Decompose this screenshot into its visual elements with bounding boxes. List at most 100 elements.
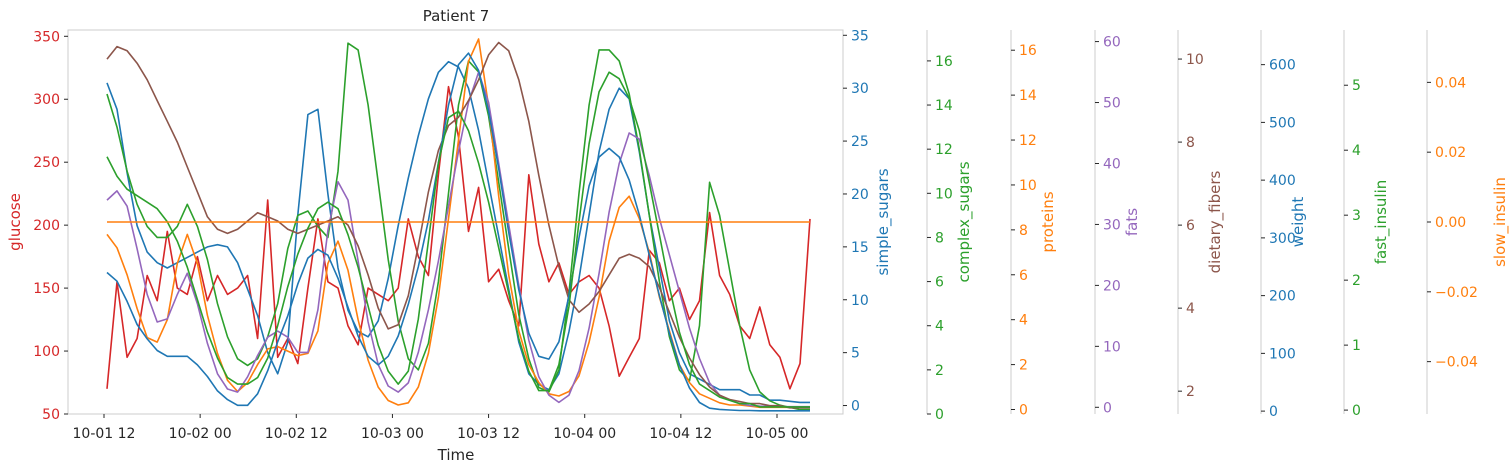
y-tick-label: 12 (935, 142, 953, 158)
y-tick-label: 14 (1019, 88, 1037, 104)
y-tick-label: 5 (1352, 78, 1361, 94)
y-tick-label: 6 (1019, 268, 1028, 284)
y-tick-label: 300 (1269, 231, 1296, 247)
plot-border (67, 29, 844, 415)
y-tick-label: 4 (1186, 301, 1195, 317)
y-tick-label: 30 (851, 81, 869, 97)
y-tick-label: 1 (1352, 338, 1361, 354)
y-tick-label: 250 (33, 155, 60, 171)
y-axis-title: weight (1289, 197, 1307, 248)
series-layer (106, 38, 811, 412)
y-axis-title: fats (1123, 208, 1141, 236)
y-tick-label: 350 (33, 29, 60, 45)
axis-fats: 0 10 20 30 40 50 60 fats (1094, 30, 1141, 416)
y-tick-label: 60 (1103, 35, 1121, 51)
y-tick-label: 0 (851, 399, 860, 415)
y-tick-label: 3 (1352, 208, 1361, 224)
y-tick-label: 0 (1352, 403, 1361, 419)
x-tick-label: 10-03 00 (361, 426, 424, 442)
series-line-fats (106, 71, 810, 408)
y-tick-label: −0.02 (1435, 285, 1478, 301)
y-axis-title: simple_sugars (874, 168, 893, 275)
y-tick-label: 5 (851, 346, 860, 362)
y-tick-label: 0.02 (1435, 145, 1466, 161)
x-axis-title: Time (437, 446, 475, 464)
y-tick-label: 0 (935, 407, 944, 423)
series-line-complex-sugars (106, 42, 810, 411)
axis-complex-sugars: 0 2 4 6 8 10 12 14 16 complex_sugars (926, 30, 974, 423)
y-tick-label: 50 (42, 407, 60, 423)
axis-slow-insulin: −0.04 −0.02 0.00 0.02 0.04 slow_insulin (1426, 30, 1510, 414)
axis-weight: 0 100 200 300 400 500 600 weight (1260, 30, 1307, 420)
y-tick-label: 400 (1269, 173, 1296, 189)
axis-glucose: 50 100 150 200 250 300 350 glucose (6, 29, 68, 423)
y-tick-label: 6 (1186, 218, 1195, 234)
y-tick-label: 600 (1269, 58, 1296, 74)
y-axis-title: dietary_fibers (1206, 170, 1225, 273)
y-tick-label: 2 (1019, 358, 1028, 374)
y-tick-label: 8 (1186, 135, 1195, 151)
y-tick-label: 10 (1103, 339, 1121, 355)
y-tick-label: 50 (1103, 96, 1121, 112)
axis-fast-insulin: 0 1 2 3 4 5 fast_insulin (1343, 30, 1391, 419)
y-tick-label: 0 (1019, 403, 1028, 419)
series-line-dietary-fibers (106, 41, 810, 409)
y-tick-label: 2 (1186, 384, 1195, 400)
x-tick-label: 10-04 12 (649, 426, 712, 442)
y-tick-label: 0.00 (1435, 215, 1466, 231)
y-tick-label: 4 (1352, 143, 1361, 159)
y-tick-label: 100 (1269, 346, 1296, 362)
series-line-fast-insulin (106, 71, 810, 408)
x-tick-label: 10-02 00 (169, 426, 232, 442)
y-tick-label: 10 (1019, 178, 1037, 194)
y-axis-title: fast_insulin (1372, 180, 1391, 265)
y-tick-label: 25 (851, 134, 869, 150)
y-axis-title: glucose (6, 193, 24, 251)
y-tick-label: −0.04 (1435, 355, 1478, 371)
y-tick-label: 0.04 (1435, 75, 1466, 91)
axes-layer: 10-01 12 10-02 00 10-02 12 10-03 00 10-03 12… (6, 28, 1510, 442)
y-tick-label: 4 (1019, 313, 1028, 329)
y-tick-label: 16 (1019, 43, 1037, 59)
y-tick-label: 300 (33, 92, 60, 108)
x-tick-label: 10-01 12 (73, 426, 136, 442)
y-tick-label: 16 (935, 54, 953, 70)
y-tick-label: 2 (935, 363, 944, 379)
y-axis-title: slow_insulin (1491, 177, 1510, 267)
axis-dietary-fibers: 2 4 6 8 10 dietary_fibers (1177, 30, 1225, 414)
series-line-weight (106, 52, 810, 412)
x-tick-label: 10-02 12 (265, 426, 328, 442)
y-tick-label: 10 (851, 293, 869, 309)
y-tick-label: 8 (1019, 223, 1028, 239)
chart-title: Patient 7 (423, 7, 490, 25)
y-tick-label: 12 (1019, 133, 1037, 149)
axis-proteins: 0 2 4 6 8 10 12 14 16 proteins (1010, 30, 1057, 419)
y-tick-label: 500 (1269, 115, 1296, 131)
y-tick-label: 6 (935, 275, 944, 291)
y-axis-title: complex_sugars (955, 161, 974, 282)
y-tick-label: 20 (851, 187, 869, 203)
x-tick-label: 10-03 12 (457, 426, 520, 442)
y-tick-label: 30 (1103, 217, 1121, 233)
x-tick-label: 10-04 00 (553, 426, 616, 442)
y-tick-label: 200 (33, 218, 60, 234)
y-tick-label: 0 (1269, 404, 1278, 420)
y-tick-label: 0 (1103, 400, 1112, 416)
y-tick-label: 4 (935, 319, 944, 335)
y-tick-label: 150 (33, 281, 60, 297)
x-tick-label: 10-05 00 (746, 426, 809, 442)
y-tick-label: 8 (935, 230, 944, 246)
y-tick-label: 200 (1269, 289, 1296, 305)
y-tick-label: 10 (1186, 52, 1204, 68)
y-tick-label: 14 (935, 98, 953, 114)
y-tick-label: 20 (1103, 278, 1121, 294)
y-tick-label: 35 (851, 28, 869, 44)
y-tick-label: 40 (1103, 156, 1121, 172)
axis-simple-sugars: 0 5 10 15 20 25 30 35 simple_sugars (843, 28, 893, 415)
y-tick-label: 100 (33, 344, 60, 360)
y-axis-title: proteins (1039, 191, 1057, 252)
y-tick-label: 15 (851, 240, 869, 256)
plot-frame (67, 29, 844, 415)
y-tick-label: 2 (1352, 273, 1361, 289)
